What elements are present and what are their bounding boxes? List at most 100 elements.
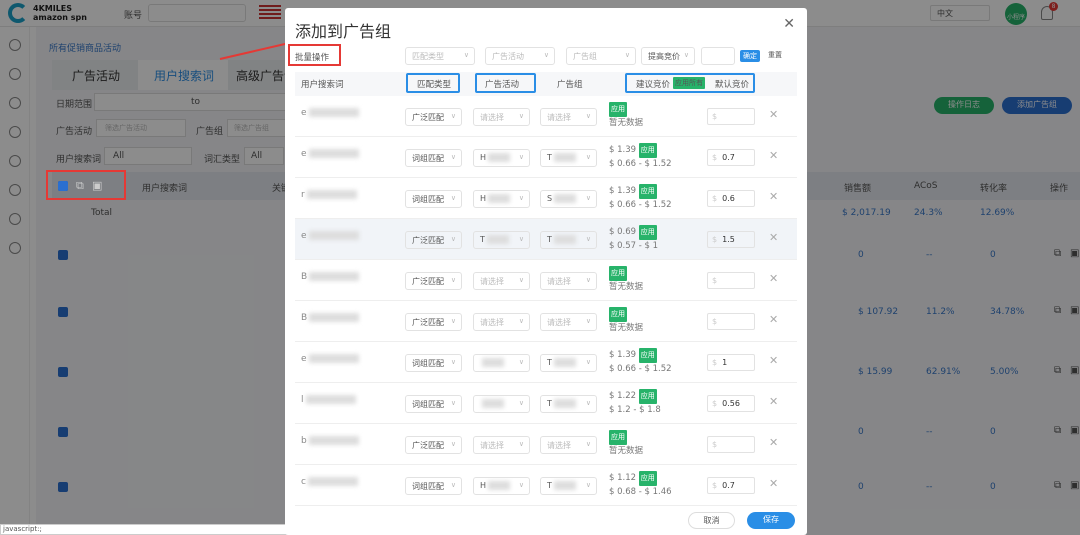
adgroup-select[interactable]: S ∨ — [540, 190, 597, 208]
adgroup-select[interactable]: T ∨ — [540, 231, 597, 249]
folder-icon[interactable]: ▣ — [1070, 480, 1080, 491]
default-bid-input[interactable]: $0.7 — [707, 477, 755, 494]
ads-icon[interactable] — [9, 68, 21, 80]
campaign-select[interactable]: H ∨ — [473, 190, 530, 208]
match-type-select[interactable]: 词组匹配 ∨ — [405, 190, 462, 208]
campaign-select[interactable]: 请选择 ∨ — [473, 108, 530, 126]
campaign-select[interactable]: 请选择 ∨ — [473, 436, 530, 454]
default-bid-input[interactable]: $0.7 — [707, 149, 755, 166]
bulk-confirm-button[interactable]: 确定 — [740, 50, 760, 62]
col-cvr[interactable]: 转化率 — [980, 184, 1008, 194]
match-type-select[interactable]: 广泛匹配 ∨ — [405, 436, 462, 454]
close-icon[interactable]: ✕ — [783, 16, 795, 32]
adgroup-select[interactable]: T ∨ — [540, 354, 597, 372]
bulk-match-select[interactable]: 匹配类型 ∨ — [405, 47, 475, 65]
tab-advanced[interactable]: 高级广告设 — [236, 69, 297, 83]
apply-button[interactable]: 应用 — [638, 348, 657, 363]
remove-row-icon[interactable]: ✕ — [769, 231, 779, 244]
bulk-adgroup-select[interactable]: 广告组 ∨ — [566, 47, 636, 65]
tab-search-terms[interactable]: 用户搜索词 — [154, 69, 215, 83]
apply-button[interactable]: 应用 — [609, 266, 627, 281]
campaign-select[interactable]: 请选择 ∨ — [473, 272, 530, 290]
save-button[interactable]: 保存 — [747, 512, 795, 529]
select-all-checkbox-highlight[interactable] — [58, 181, 68, 191]
adgroup-select[interactable]: 请选择 ∨ — [540, 313, 597, 331]
campaign-filter[interactable]: 筛选广告活动 — [96, 119, 186, 137]
row-checkbox[interactable] — [58, 482, 68, 492]
add-to-adgroup-icon[interactable]: ⧉ — [76, 179, 84, 192]
shield-icon[interactable] — [9, 213, 21, 225]
add-to-adgroup-icon[interactable]: ⧉ — [1054, 480, 1062, 491]
col-keyword[interactable]: 关键 — [272, 184, 291, 194]
apply-button[interactable]: 应用 — [609, 102, 627, 117]
default-bid-input[interactable]: $0.6 — [707, 190, 755, 207]
bulk-bid-mode-select[interactable]: 提高竞价 ∨ — [641, 47, 695, 65]
adgroup-select[interactable]: 请选择 ∨ — [540, 272, 597, 290]
match-type-select[interactable]: 广泛匹配 ∨ — [405, 272, 462, 290]
row-checkbox[interactable] — [58, 250, 68, 260]
bulk-campaign-select[interactable]: 广告活动 ∨ — [485, 47, 555, 65]
calendar-icon[interactable] — [9, 126, 21, 138]
apply-button[interactable]: 应用 — [638, 143, 657, 158]
adgroup-select[interactable]: 请选择 ∨ — [540, 436, 597, 454]
inbox-icon[interactable] — [9, 155, 21, 167]
remove-row-icon[interactable]: ✕ — [769, 436, 779, 449]
remove-row-icon[interactable]: ✕ — [769, 149, 779, 162]
row-checkbox[interactable] — [58, 367, 68, 377]
add-adgroup-button[interactable]: 添加广告组 — [1002, 97, 1072, 114]
default-bid-input[interactable]: $ — [707, 272, 755, 289]
apply-button[interactable]: 应用 — [638, 184, 657, 199]
adgroup-select[interactable]: T ∨ — [540, 149, 597, 167]
us-flag-icon[interactable] — [259, 5, 281, 19]
apply-button[interactable]: 应用 — [638, 389, 657, 404]
row-checkbox[interactable] — [58, 427, 68, 437]
default-bid-input[interactable]: $0.56 — [707, 395, 755, 412]
dashboard-icon[interactable] — [9, 39, 21, 51]
globe-icon[interactable] — [9, 97, 21, 109]
remove-row-icon[interactable]: ✕ — [769, 313, 779, 326]
row-checkbox[interactable] — [58, 307, 68, 317]
language-select[interactable]: 中文 — [930, 5, 990, 21]
cancel-button[interactable]: 取消 — [688, 512, 735, 529]
folder-icon[interactable]: ▣ — [1070, 365, 1080, 376]
campaign-select[interactable]: H ∨ — [473, 477, 530, 495]
match-type-select[interactable]: 词组匹配 ∨ — [405, 149, 462, 167]
adgroup-select[interactable]: 请选择 ∨ — [540, 108, 597, 126]
col-sales[interactable]: 销售额 — [844, 184, 872, 194]
match-type-select[interactable]: 广泛匹配 ∨ — [405, 231, 462, 249]
match-type-select[interactable]: 广泛匹配 ∨ — [405, 313, 462, 331]
apply-button[interactable]: 应用 — [638, 225, 657, 240]
remove-row-icon[interactable]: ✕ — [769, 395, 779, 408]
bulk-reset-button[interactable]: 重置 — [768, 51, 782, 59]
folder-icon[interactable]: ▣ — [1070, 425, 1080, 436]
add-to-adgroup-icon[interactable]: ⧉ — [1054, 365, 1062, 376]
match-type-filter[interactable]: All — [244, 147, 284, 165]
match-type-select[interactable]: 广泛匹配 ∨ — [405, 108, 462, 126]
apply-button[interactable]: 应用 — [609, 430, 627, 445]
adgroup-select[interactable]: T ∨ — [540, 395, 597, 413]
match-type-select[interactable]: 词组匹配 ∨ — [405, 354, 462, 372]
breadcrumb[interactable]: 所有促销商品活动 — [49, 44, 122, 54]
default-bid-input[interactable]: $ — [707, 436, 755, 453]
dollar-icon[interactable] — [9, 184, 21, 196]
tab-campaigns[interactable]: 广告活动 — [72, 69, 121, 83]
settings-icon[interactable] — [9, 242, 21, 254]
default-bid-input[interactable]: $ — [707, 108, 755, 125]
remove-row-icon[interactable]: ✕ — [769, 354, 779, 367]
remove-row-icon[interactable]: ✕ — [769, 477, 779, 490]
account-select[interactable] — [148, 4, 246, 22]
apply-button[interactable]: 应用 — [609, 307, 627, 322]
match-type-select[interactable]: 词组匹配 ∨ — [405, 395, 462, 413]
folder-icon[interactable]: ▣ — [1070, 248, 1080, 259]
default-bid-input[interactable]: $1.5 — [707, 231, 755, 248]
adgroup-select[interactable]: T ∨ — [540, 477, 597, 495]
col-search-term[interactable]: 用户搜索词 — [142, 184, 188, 194]
folder-icon[interactable]: ▣ — [1070, 305, 1080, 316]
default-bid-input[interactable]: $1 — [707, 354, 755, 371]
campaign-select[interactable]: T ∨ — [473, 231, 530, 249]
bulk-bid-input[interactable] — [701, 47, 735, 65]
bell-icon[interactable] — [1041, 6, 1053, 20]
add-to-adgroup-icon[interactable]: ⧉ — [1054, 425, 1062, 436]
mini-program-icon[interactable]: 小程序 — [1005, 3, 1027, 25]
remove-row-icon[interactable]: ✕ — [769, 108, 779, 121]
